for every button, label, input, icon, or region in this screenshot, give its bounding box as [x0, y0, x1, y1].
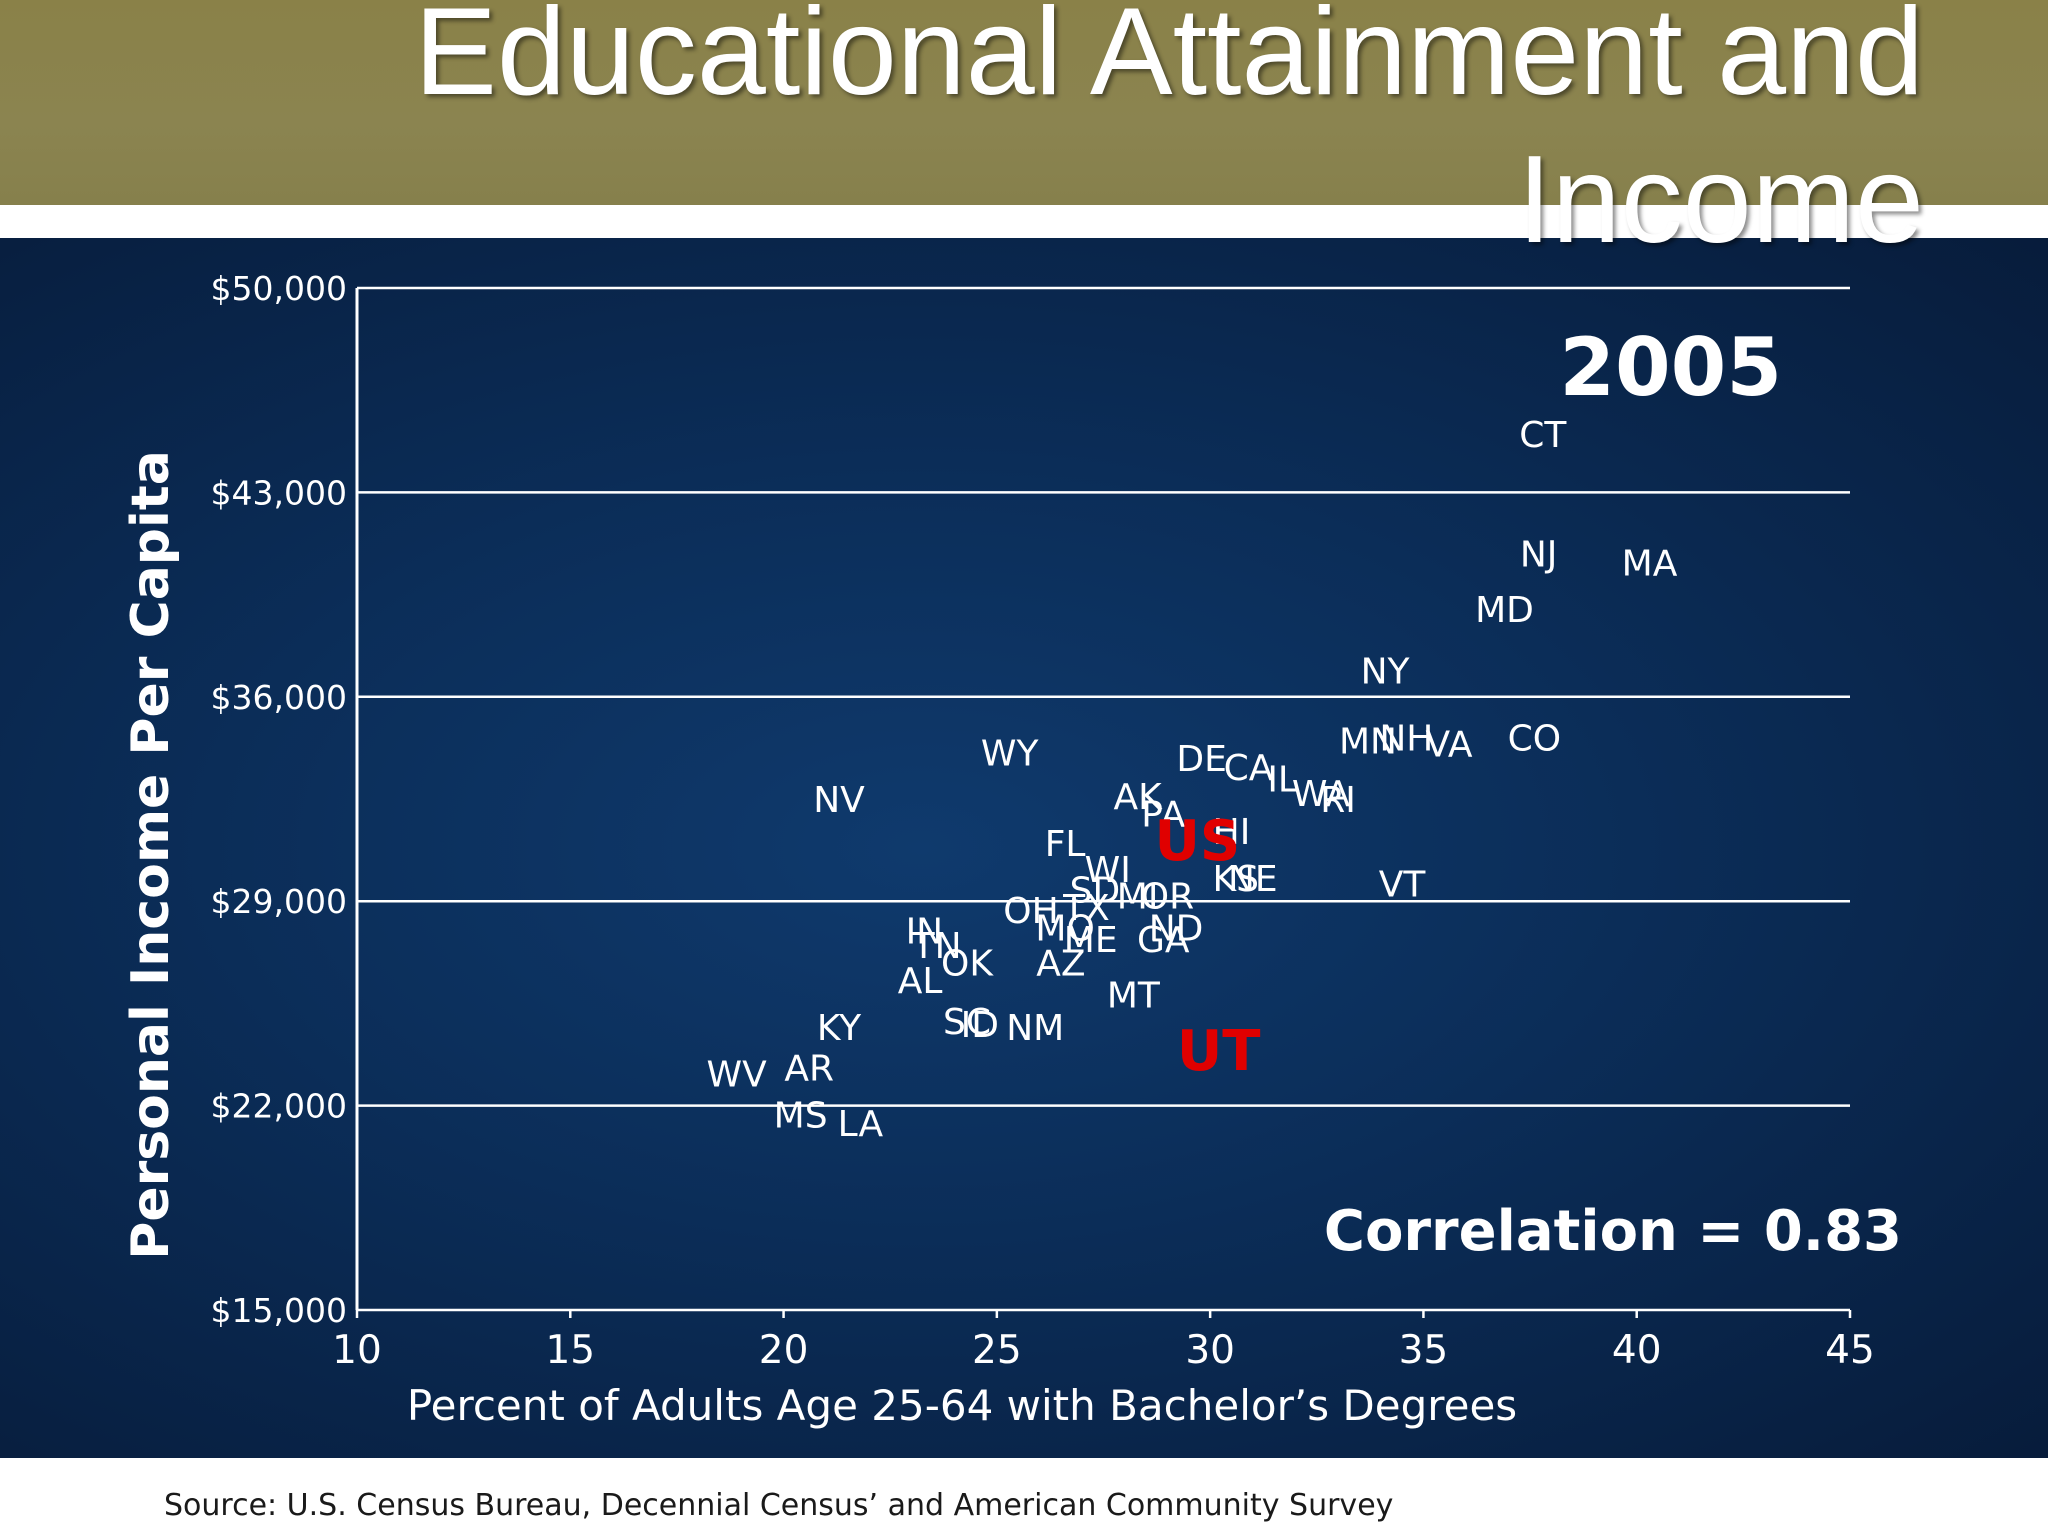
point-label-il: IL	[1267, 760, 1298, 801]
point-label-tx: TX	[1062, 888, 1110, 929]
point-label-wa: WA	[1292, 774, 1351, 815]
y-tick-label: $36,000	[211, 678, 347, 717]
point-label-mt: MT	[1107, 976, 1161, 1017]
y-tick-label: $15,000	[211, 1291, 347, 1330]
x-tick-label: 25	[972, 1328, 1022, 1373]
correlation-label: Correlation = 0.83	[1324, 1199, 1902, 1264]
y-axis-label: Personal Income Per Capita	[121, 450, 181, 1260]
point-label-nv: NV	[813, 780, 865, 821]
x-tick-label: 30	[1185, 1328, 1235, 1373]
point-label-sc: SC	[943, 1002, 991, 1043]
point-label-mn: MN	[1339, 722, 1397, 763]
point-label-al: AL	[898, 961, 943, 1002]
chart-panel	[0, 238, 2048, 1458]
x-tick-label: 20	[759, 1328, 809, 1373]
point-label-de: DE	[1176, 739, 1226, 780]
x-axis-label: Percent of Adults Age 25-64 with Bachelo…	[407, 1381, 1517, 1430]
point-label-or: OR	[1141, 876, 1194, 917]
point-label-md: MD	[1475, 590, 1534, 631]
point-label-ct: CT	[1519, 415, 1567, 456]
y-tick-label: $29,000	[211, 882, 347, 921]
point-label-mo: MO	[1035, 908, 1094, 949]
point-label-ne: NE	[1228, 859, 1278, 900]
point-label-me: ME	[1064, 920, 1118, 961]
point-label-nj: NJ	[1520, 535, 1558, 576]
point-label-id: ID	[961, 1005, 999, 1046]
point-label-in: IN	[906, 911, 944, 952]
year-label: 2005	[1559, 321, 1782, 414]
source-note: Source: U.S. Census Bureau, Decennial Ce…	[164, 1488, 1394, 1523]
point-label-ri: RI	[1320, 780, 1356, 821]
title-bar	[0, 0, 2048, 205]
point-label-ks: KS	[1213, 859, 1259, 900]
point-label-ms: MS	[774, 1095, 828, 1136]
point-label-ar: AR	[784, 1049, 834, 1090]
point-label-sd: SD	[1070, 871, 1121, 912]
highlight-label-us: US	[1154, 809, 1240, 874]
point-label-va: VA	[1426, 725, 1473, 766]
point-label-mi: MI	[1117, 876, 1159, 917]
x-tick-label: 35	[1399, 1328, 1449, 1373]
point-label-az: AZ	[1036, 944, 1085, 985]
point-label-nh: NH	[1379, 719, 1433, 760]
point-label-hi: HI	[1213, 812, 1251, 853]
point-label-vt: VT	[1379, 865, 1427, 906]
point-label-ky: KY	[817, 1008, 862, 1049]
point-label-ga: GA	[1137, 920, 1190, 961]
highlight-label-ut: UT	[1177, 1019, 1261, 1084]
point-label-fl: FL	[1045, 824, 1086, 865]
slide-title: Educational Attainment and Income	[414, 0, 1924, 269]
y-tick-label: $43,000	[211, 473, 347, 512]
point-label-wi: WI	[1085, 850, 1131, 891]
point-label-wv: WV	[707, 1054, 768, 1095]
x-tick-label: 45	[1825, 1328, 1875, 1373]
point-label-nd: ND	[1149, 908, 1204, 949]
point-label-oh: OH	[1003, 891, 1058, 932]
x-tick-label: 40	[1612, 1328, 1662, 1373]
point-label-ak: AK	[1114, 777, 1164, 818]
point-label-nm: NM	[1006, 1008, 1064, 1049]
point-label-la: LA	[838, 1104, 884, 1145]
y-tick-label: $22,000	[211, 1087, 347, 1126]
point-label-ny: NY	[1361, 652, 1411, 693]
point-label-ca: CA	[1224, 748, 1274, 789]
point-label-wy: WY	[981, 733, 1040, 774]
point-label-ma: MA	[1622, 543, 1678, 584]
point-label-tn: TN	[912, 926, 962, 967]
point-label-pa: PA	[1141, 795, 1185, 836]
y-tick-label: $50,000	[211, 269, 347, 308]
point-label-ok: OK	[941, 944, 994, 985]
x-tick-label: 15	[545, 1328, 595, 1373]
point-label-co: CO	[1508, 719, 1561, 760]
footer	[0, 1458, 2048, 1536]
x-tick-label: 10	[332, 1328, 382, 1373]
